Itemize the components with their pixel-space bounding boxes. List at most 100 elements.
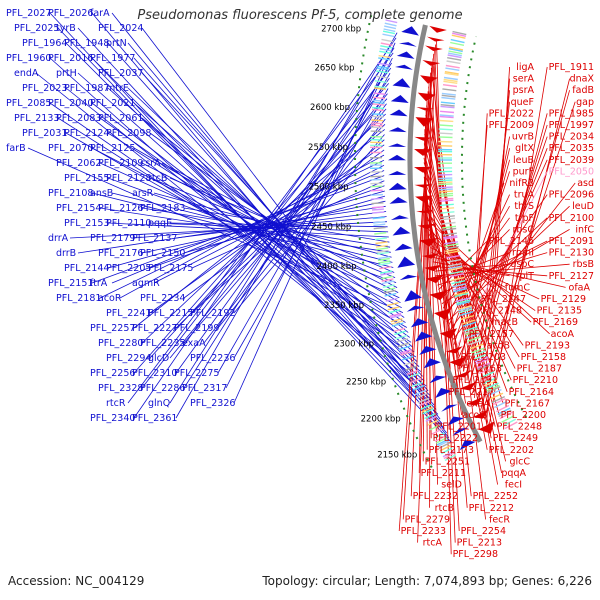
forward-feature-arrow: [452, 427, 469, 436]
cog-stripe: [374, 80, 387, 83]
reverse-connector-line: [428, 86, 472, 497]
reverse-gene-label: PFL_2279: [405, 514, 450, 525]
forward-gene-label: prtH: [56, 68, 77, 79]
highlighted-gene-label: PFL_2050: [549, 166, 594, 177]
reverse-connector-line: [436, 39, 452, 555]
reverse-gene-label: PFL_2034: [549, 132, 594, 143]
cog-stripe: [466, 332, 480, 339]
reverse-gene-label: PFL_2167: [505, 398, 550, 409]
forward-feature-arrow: [441, 404, 458, 412]
forward-gene-label: PFL_2257: [90, 323, 135, 334]
reverse-gene-label: PFL_2100: [549, 213, 594, 224]
kbp-tick-label: 2250 kbp: [346, 377, 386, 387]
cog-stripe: [372, 106, 385, 110]
cog-stripe: [381, 278, 394, 282]
reverse-connector-line: [429, 72, 432, 508]
reverse-gene-label: PFL_2200: [501, 410, 546, 421]
forward-gene-label: rtcB: [148, 173, 167, 184]
reverse-connector-line: [398, 53, 435, 532]
forward-gene-label: PFL_2326: [190, 398, 235, 409]
cog-stripe: [454, 291, 468, 296]
cog-stripe: [449, 273, 464, 278]
reverse-gene-label: queF: [511, 97, 534, 108]
reverse-gene-label: uvrB: [512, 132, 534, 143]
reverse-gene-label: PFL_2248: [497, 422, 542, 433]
cog-stripe: [389, 312, 402, 318]
reverse-connector-line: [428, 233, 476, 311]
cog-stripe: [443, 76, 458, 81]
forward-gene-label: PFL_2183: [140, 203, 185, 214]
cog-stripe: [448, 47, 463, 53]
reverse-feature-arrow: [419, 238, 438, 247]
reverse-connector-line: [424, 124, 488, 450]
forward-gene-label: ftrA: [90, 278, 108, 289]
cog-stripe: [447, 54, 462, 59]
cog-stripe: [464, 328, 479, 334]
reverse-gene-label: PFL_2213: [457, 538, 502, 549]
accession-label: Accession: NC_004129: [8, 574, 145, 588]
cog-stripe: [379, 48, 392, 52]
forward-feature-arrow: [388, 143, 407, 147]
cog-stripe: [378, 54, 391, 59]
reverse-gene-label: gltX: [515, 143, 534, 154]
reverse-gene-label: pqqA: [501, 468, 526, 479]
reverse-gene-label: gap: [576, 97, 594, 108]
reverse-gene-label: PFL_2203: [461, 352, 506, 363]
reverse-gene-label: PFL_2217: [449, 387, 494, 398]
cog-stripe: [371, 115, 384, 118]
cog-stripe: [449, 270, 464, 275]
forward-gene-label: PFL_2126: [98, 203, 143, 214]
forward-gene-label: PFL_2125: [90, 143, 135, 154]
reverse-gene-label: trpF: [515, 213, 534, 224]
cog-stripe: [370, 185, 383, 188]
reverse-feature-arrow: [416, 107, 435, 111]
forward-feature-arrow: [392, 226, 411, 236]
cog-stripe: [499, 411, 513, 420]
reverse-gene-label: purF: [513, 166, 534, 177]
cog-stripe: [445, 248, 460, 252]
cog-stripe: [452, 286, 467, 291]
cog-stripe: [439, 124, 454, 127]
cog-stripe: [384, 22, 397, 27]
cog-stripe: [501, 415, 515, 423]
forward-gene-label: PFL_2179: [90, 233, 135, 244]
forward-gene-label: PFL_2192: [190, 308, 235, 319]
footer-bar: [0, 570, 600, 600]
forward-gene-label: glnQ: [148, 398, 170, 409]
cog-stripe: [498, 409, 512, 418]
cog-stripe: [441, 96, 456, 100]
cog-stripe: [375, 75, 388, 79]
reverse-feature-arrow: [417, 92, 436, 102]
cog-stripe: [376, 249, 389, 253]
cog-stripe: [376, 251, 389, 255]
cog-stripe: [376, 65, 389, 69]
forward-gene-label: PFL_2241: [106, 308, 151, 319]
forward-gene-label: prtN: [106, 38, 127, 49]
reverse-feature-arrow: [426, 36, 445, 42]
reverse-gene-label: nifR3: [509, 178, 534, 189]
cog-stripe: [395, 334, 408, 340]
cog-stripe: [503, 418, 517, 427]
forward-feature-arrow: [401, 26, 419, 36]
cog-stripe: [438, 128, 453, 131]
kbp-tick-label: 2150 kbp: [377, 451, 417, 461]
cog-stripe: [438, 186, 453, 189]
reverse-feature-arrow: [449, 356, 467, 367]
reverse-gene-label: PFL_2211: [421, 468, 466, 479]
reverse-gene-label: exaA: [466, 398, 490, 409]
cog-stripe: [472, 350, 486, 357]
forward-feature-arrow: [459, 440, 476, 451]
reverse-connector-line: [427, 91, 438, 485]
cog-stripe: [406, 369, 419, 375]
cog-stripe: [445, 67, 460, 71]
reverse-gene-label: PFL_2254: [461, 526, 506, 537]
reverse-gene-label: PFL_2135: [537, 306, 582, 317]
cog-stripe: [373, 221, 386, 224]
cog-stripe: [422, 408, 434, 415]
reverse-feature-arrow: [439, 328, 457, 340]
forward-gene-label: PFL_2024: [98, 23, 143, 34]
cog-stripe: [487, 386, 501, 394]
forward-connector-line: [119, 154, 385, 299]
